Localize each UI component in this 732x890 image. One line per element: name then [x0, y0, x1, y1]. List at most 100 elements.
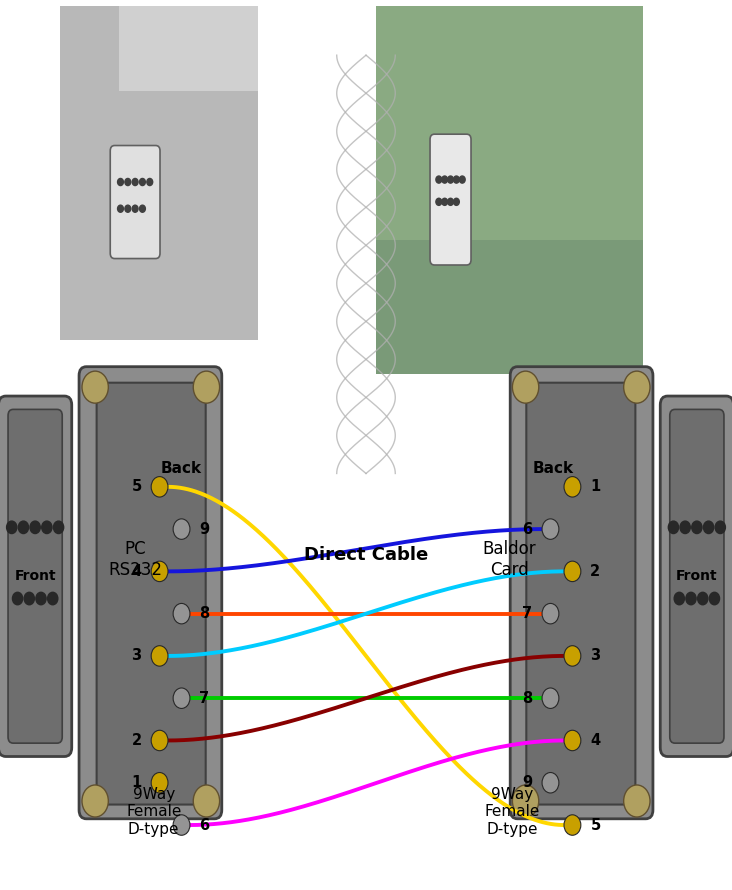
- Text: 2: 2: [590, 564, 600, 578]
- FancyBboxPatch shape: [0, 396, 72, 756]
- Text: 4: 4: [590, 733, 600, 748]
- Circle shape: [151, 561, 168, 582]
- Circle shape: [173, 815, 190, 835]
- Circle shape: [7, 521, 17, 533]
- Circle shape: [132, 178, 138, 185]
- Circle shape: [564, 477, 581, 497]
- Text: 7: 7: [523, 606, 532, 621]
- Text: 9Way
Female
D-type: 9Way Female D-type: [126, 787, 182, 837]
- Circle shape: [436, 198, 441, 206]
- FancyBboxPatch shape: [79, 367, 222, 819]
- Circle shape: [48, 593, 58, 605]
- Circle shape: [151, 730, 168, 751]
- Bar: [60, 6, 258, 340]
- Circle shape: [542, 603, 559, 624]
- Text: 4: 4: [132, 564, 142, 578]
- Text: 1: 1: [131, 775, 142, 790]
- Circle shape: [18, 521, 29, 533]
- FancyBboxPatch shape: [526, 383, 635, 805]
- Circle shape: [459, 176, 465, 183]
- Text: Front: Front: [15, 569, 56, 583]
- Circle shape: [692, 521, 702, 533]
- Circle shape: [624, 785, 650, 817]
- Circle shape: [125, 178, 131, 185]
- Text: Direct Cable: Direct Cable: [304, 546, 428, 563]
- Circle shape: [140, 206, 146, 212]
- Text: 7: 7: [199, 691, 209, 706]
- Text: 9: 9: [199, 522, 209, 537]
- Circle shape: [564, 815, 581, 835]
- Text: 9: 9: [523, 775, 532, 790]
- Circle shape: [12, 593, 23, 605]
- Circle shape: [453, 176, 459, 183]
- Circle shape: [703, 521, 714, 533]
- Text: 8: 8: [199, 606, 210, 621]
- Circle shape: [542, 519, 559, 539]
- Text: 5: 5: [590, 818, 601, 832]
- Circle shape: [680, 521, 690, 533]
- Circle shape: [118, 206, 124, 212]
- Circle shape: [674, 593, 684, 605]
- Circle shape: [53, 521, 64, 533]
- Text: 5: 5: [131, 480, 142, 494]
- Circle shape: [709, 593, 720, 605]
- Circle shape: [24, 593, 34, 605]
- Circle shape: [715, 521, 725, 533]
- Text: 3: 3: [590, 649, 600, 663]
- Circle shape: [564, 730, 581, 751]
- Circle shape: [118, 178, 124, 185]
- Text: 6: 6: [523, 522, 532, 537]
- Text: 2: 2: [132, 733, 142, 748]
- Bar: [376, 6, 643, 240]
- Text: 3: 3: [132, 649, 142, 663]
- Circle shape: [564, 646, 581, 666]
- Circle shape: [125, 206, 131, 212]
- FancyBboxPatch shape: [670, 409, 724, 743]
- Circle shape: [193, 785, 220, 817]
- Text: Back: Back: [160, 461, 201, 476]
- Circle shape: [140, 178, 146, 185]
- Circle shape: [512, 371, 539, 403]
- Text: 6: 6: [199, 818, 209, 832]
- Circle shape: [82, 785, 108, 817]
- Circle shape: [436, 176, 441, 183]
- Circle shape: [624, 371, 650, 403]
- Text: Front: Front: [676, 569, 717, 583]
- Circle shape: [82, 371, 108, 403]
- FancyBboxPatch shape: [430, 134, 471, 265]
- FancyBboxPatch shape: [97, 383, 206, 805]
- Circle shape: [441, 198, 447, 206]
- FancyBboxPatch shape: [660, 396, 732, 756]
- Text: 1: 1: [590, 480, 601, 494]
- Circle shape: [441, 176, 447, 183]
- Text: 8: 8: [522, 691, 532, 706]
- Text: Back: Back: [533, 461, 574, 476]
- Circle shape: [542, 773, 559, 793]
- Circle shape: [151, 773, 168, 793]
- Circle shape: [193, 371, 220, 403]
- Circle shape: [36, 593, 46, 605]
- FancyBboxPatch shape: [510, 367, 653, 819]
- Circle shape: [686, 593, 696, 605]
- Circle shape: [173, 603, 190, 624]
- Bar: [119, 6, 258, 91]
- Bar: [376, 6, 643, 374]
- Text: PC
RS232: PC RS232: [108, 540, 163, 579]
- FancyBboxPatch shape: [111, 145, 160, 258]
- Circle shape: [564, 561, 581, 582]
- Circle shape: [30, 521, 40, 533]
- Circle shape: [447, 198, 453, 206]
- Text: Baldor
Card: Baldor Card: [482, 540, 537, 579]
- Circle shape: [698, 593, 708, 605]
- Circle shape: [147, 178, 153, 185]
- Circle shape: [453, 198, 459, 206]
- Circle shape: [542, 688, 559, 708]
- Circle shape: [447, 176, 453, 183]
- FancyBboxPatch shape: [8, 409, 62, 743]
- Circle shape: [173, 688, 190, 708]
- Circle shape: [151, 477, 168, 497]
- Circle shape: [42, 521, 52, 533]
- Circle shape: [668, 521, 679, 533]
- Text: 9Way
Female
D-type: 9Way Female D-type: [485, 787, 540, 837]
- Circle shape: [512, 785, 539, 817]
